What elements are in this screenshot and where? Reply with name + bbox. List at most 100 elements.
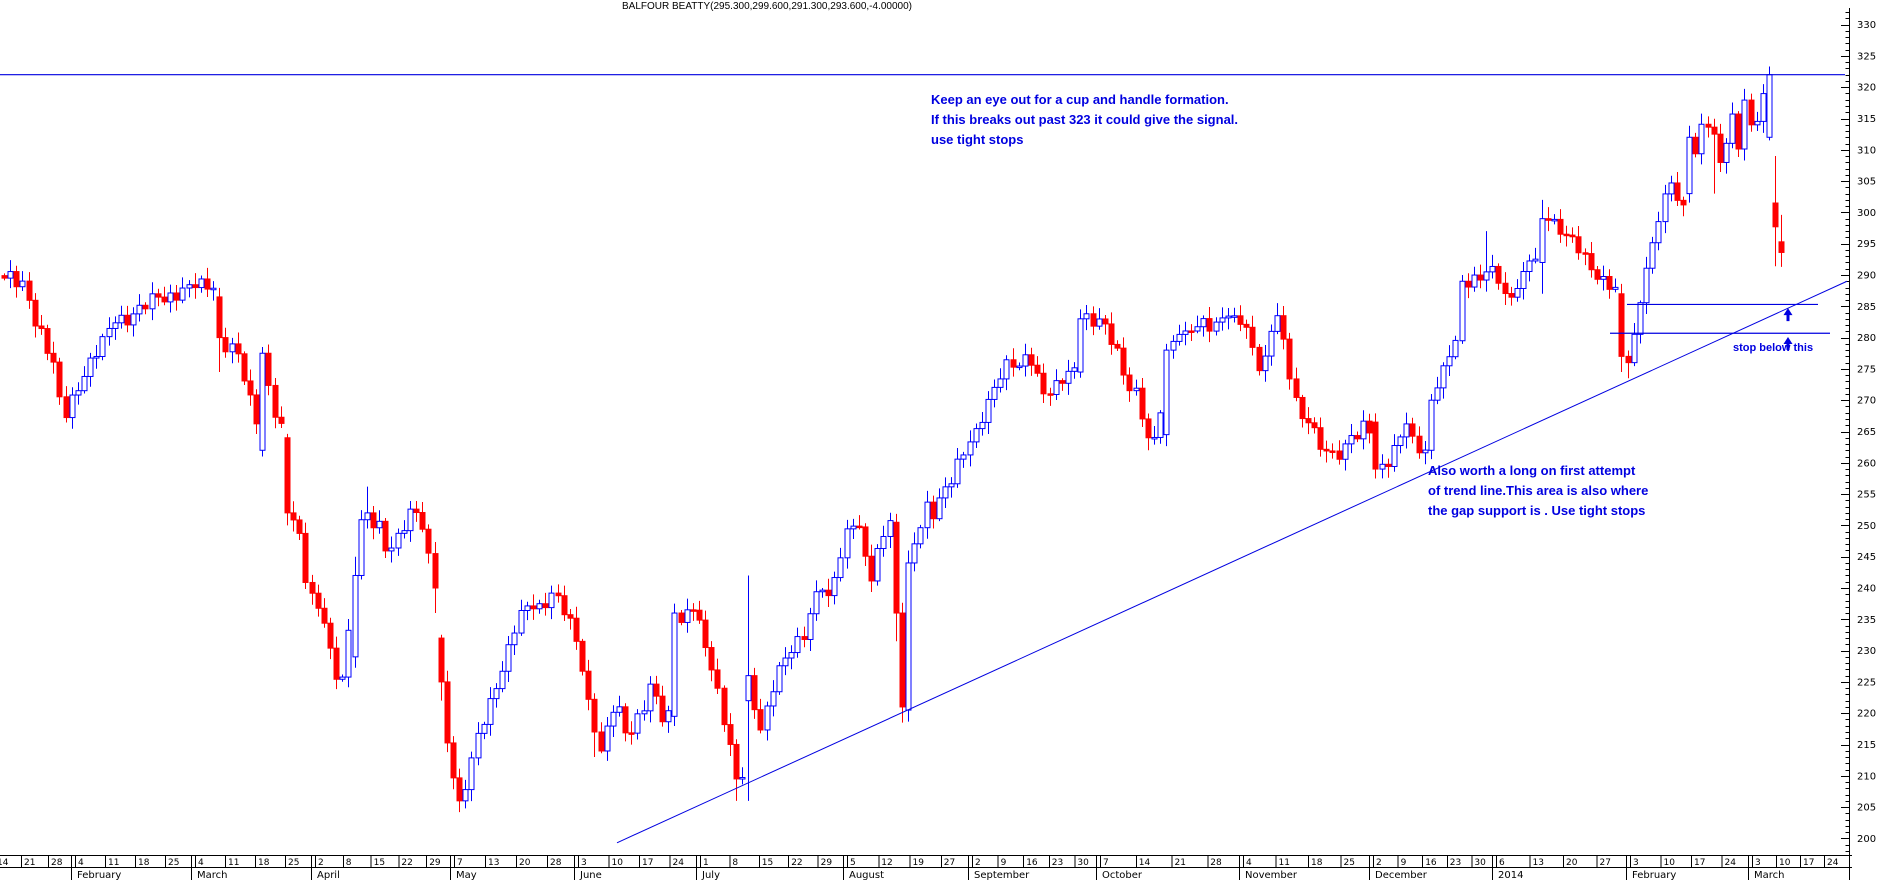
month-label: October — [1102, 870, 1143, 881]
week-label: 5 — [850, 858, 856, 868]
week-label: 24 — [1725, 858, 1737, 868]
week-label: 22 — [401, 858, 412, 868]
week-label: 16 — [1425, 858, 1437, 868]
chart-title: BALFOUR BEATTY(295.300,299.600,291.300,2… — [621, 1, 912, 12]
week-label: 4 — [198, 858, 204, 868]
week-label: 6 — [1499, 858, 1505, 868]
price-axis-label: 220 — [1857, 709, 1876, 720]
month-label: December — [1375, 870, 1428, 881]
month-label: May — [456, 870, 477, 881]
price-axis: 330 325 320 315 310 305 300 295 290 285 280 275 270 2… — [1841, 12, 1876, 852]
week-label: 25 — [168, 858, 179, 868]
month-label: July — [701, 870, 720, 881]
week-label: 24 — [673, 858, 685, 868]
week-label: 7 — [1103, 858, 1109, 868]
price-axis-label: 250 — [1857, 521, 1876, 532]
week-label: 21 — [24, 858, 35, 868]
price-axis-label: 320 — [1857, 83, 1876, 94]
price-axis-label: 225 — [1857, 677, 1876, 688]
week-label: 2 — [318, 858, 324, 868]
price-axis-label: 325 — [1857, 51, 1876, 62]
price-axis-label: 210 — [1857, 771, 1876, 782]
week-label: 25 — [288, 858, 299, 868]
week-label: 23 — [1052, 858, 1063, 868]
up-arrow-marker[interactable] — [1783, 308, 1793, 322]
month-label: April — [317, 870, 340, 881]
up-arrow-marker[interactable] — [1783, 336, 1793, 350]
price-axis-label: 290 — [1857, 271, 1876, 282]
date-axis: 142128February4111825March4111825April28… — [0, 855, 1839, 881]
price-axis-label: 240 — [1857, 584, 1876, 595]
week-label: 14 — [1139, 858, 1151, 868]
annotation-stop-below-this[interactable]: stop below this — [1733, 342, 1814, 354]
price-axis-label: 280 — [1857, 333, 1876, 344]
week-label: 28 — [51, 858, 63, 868]
week-label: 28 — [1210, 858, 1222, 868]
week-label: 30 — [1077, 858, 1089, 868]
week-label: 30 — [1474, 858, 1486, 868]
week-label: 18 — [258, 858, 270, 868]
week-label: 4 — [78, 858, 84, 868]
week-label: 1 — [703, 858, 709, 868]
price-axis-label: 275 — [1857, 364, 1876, 375]
week-label: 22 — [791, 858, 802, 868]
week-label: 27 — [944, 858, 955, 868]
annotation-trendline-long[interactable]: Also worth a long on first attempt of tr… — [1428, 463, 1649, 518]
price-axis-label: 255 — [1857, 490, 1876, 501]
month-label: March — [197, 870, 227, 881]
candles-layer — [1, 66, 1785, 813]
week-label: 11 — [1279, 858, 1290, 868]
price-axis-label: 235 — [1857, 615, 1876, 626]
month-label: 2014 — [1498, 870, 1523, 881]
week-label: 12 — [881, 858, 892, 868]
week-label: 8 — [346, 858, 352, 868]
week-label: 3 — [1633, 858, 1639, 868]
week-label: 21 — [1175, 858, 1186, 868]
week-label: 14 — [0, 858, 9, 868]
week-label: 29 — [821, 858, 833, 868]
week-label: 3 — [1755, 858, 1761, 868]
month-label: November — [1245, 870, 1298, 881]
price-axis-label: 285 — [1857, 302, 1876, 313]
week-label: 11 — [108, 858, 119, 868]
week-label: 19 — [913, 858, 925, 868]
month-label: September — [974, 870, 1030, 881]
week-label: 17 — [1694, 858, 1705, 868]
price-axis-label: 310 — [1857, 145, 1876, 156]
week-label: 8 — [732, 858, 738, 868]
price-axis-label: 205 — [1857, 803, 1876, 814]
week-label: 9 — [1001, 858, 1007, 868]
week-label: 28 — [550, 858, 562, 868]
week-label: 10 — [612, 858, 624, 868]
week-label: 9 — [1401, 858, 1407, 868]
trendline[interactable] — [616, 280, 1848, 844]
week-label: 20 — [1566, 858, 1578, 868]
price-axis-label: 230 — [1857, 646, 1876, 657]
week-label: 24 — [1827, 858, 1839, 868]
week-label: 15 — [762, 858, 773, 868]
week-label: 7 — [457, 858, 463, 868]
week-label: 10 — [1779, 858, 1791, 868]
price-axis-label: 215 — [1857, 740, 1876, 751]
week-label: 4 — [1246, 858, 1252, 868]
week-label: 13 — [488, 858, 499, 868]
week-label: 3 — [581, 858, 587, 868]
month-label: February — [77, 870, 121, 881]
week-label: 29 — [429, 858, 441, 868]
month-label: June — [579, 870, 602, 881]
week-label: 27 — [1600, 858, 1611, 868]
price-axis-label: 260 — [1857, 458, 1876, 469]
price-axis-label: 200 — [1857, 834, 1876, 845]
week-label: 11 — [228, 858, 239, 868]
month-label: August — [849, 870, 884, 881]
week-label: 2 — [975, 858, 981, 868]
price-axis-label: 315 — [1857, 114, 1876, 125]
month-label: February — [1632, 870, 1676, 881]
price-axis-label: 295 — [1857, 239, 1876, 250]
price-axis-label: 300 — [1857, 208, 1876, 219]
annotation-cup-and-handle[interactable]: Keep an eye out for a cup and handle for… — [931, 92, 1239, 147]
week-label: 20 — [519, 858, 531, 868]
week-label: 25 — [1344, 858, 1355, 868]
